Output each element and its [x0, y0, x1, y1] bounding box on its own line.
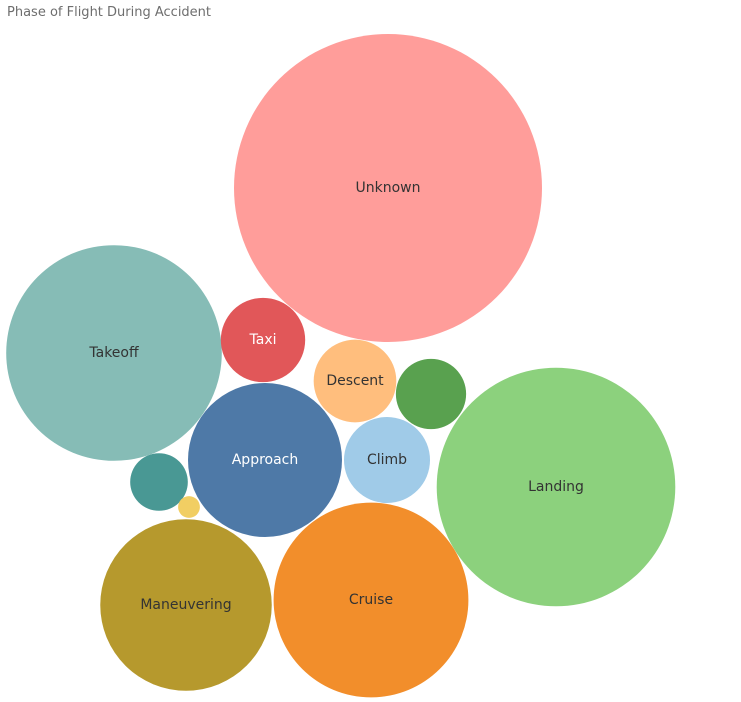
bubble-circle[interactable]	[436, 367, 676, 607]
bubble-circle[interactable]	[188, 383, 342, 537]
bubble-approach[interactable]: Approach	[188, 383, 342, 537]
bubble-circle[interactable]	[343, 416, 431, 504]
bubble-circle[interactable]	[178, 496, 200, 518]
bubble-label: Climb	[367, 452, 407, 468]
bubble-landing[interactable]: Landing	[436, 367, 676, 607]
bubble-label: Takeoff	[88, 345, 139, 361]
bubble-circle[interactable]	[100, 519, 272, 691]
bubble-circle[interactable]	[130, 453, 188, 511]
bubble-circle[interactable]	[234, 34, 542, 342]
chart-title: Phase of Flight During Accident	[7, 5, 212, 20]
bubble-label: Approach	[232, 452, 299, 468]
bubble-label: Unknown	[356, 180, 421, 196]
bubble-maneuvering[interactable]: Maneuvering	[100, 519, 272, 691]
bubble-label: Landing	[528, 479, 584, 495]
bubble-unlabeled-9[interactable]	[395, 358, 467, 430]
bubble-label: Descent	[326, 373, 384, 389]
bubble-descent[interactable]: Descent	[313, 339, 397, 423]
bubble-circle[interactable]	[6, 245, 222, 461]
bubble-unlabeled-11[interactable]	[178, 496, 200, 518]
bubble-circle[interactable]	[220, 297, 306, 383]
bubble-takeoff[interactable]: Takeoff	[6, 245, 222, 461]
bubble-label: Taxi	[249, 332, 277, 348]
bubble-label: Maneuvering	[140, 597, 231, 613]
bubble-taxi[interactable]: Taxi	[220, 297, 306, 383]
bubble-circle[interactable]	[273, 502, 469, 698]
bubble-unlabeled-10[interactable]	[130, 453, 188, 511]
bubble-circle[interactable]	[313, 339, 397, 423]
bubble-label: Cruise	[349, 592, 393, 608]
bubble-cruise[interactable]: Cruise	[273, 502, 469, 698]
bubble-unknown[interactable]: Unknown	[234, 34, 542, 342]
bubble-climb[interactable]: Climb	[343, 416, 431, 504]
bubble-circle[interactable]	[395, 358, 467, 430]
